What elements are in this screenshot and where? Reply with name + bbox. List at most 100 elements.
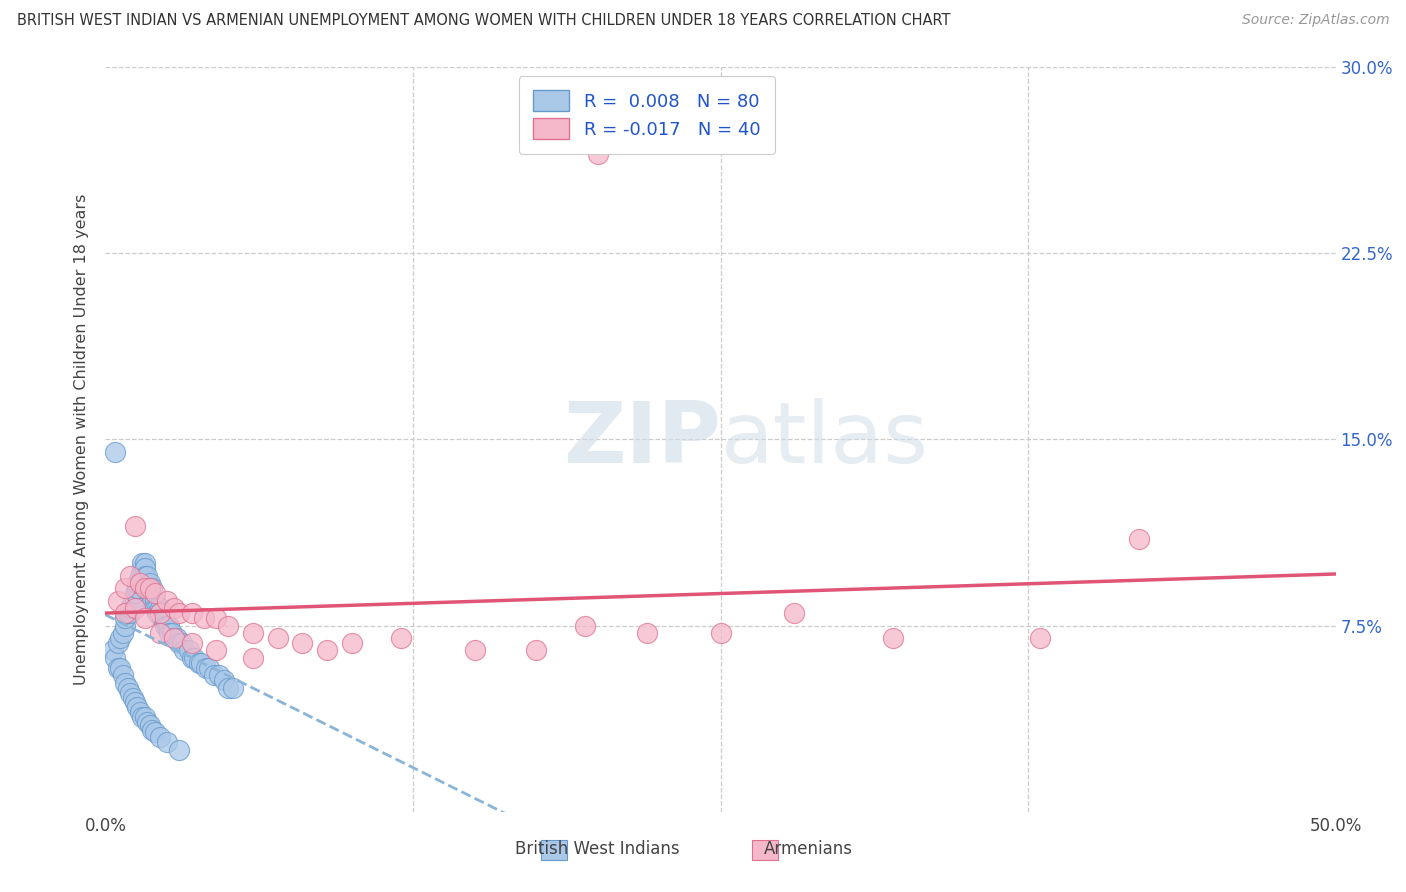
- Point: [131, 569, 153, 583]
- Point: [131, 561, 153, 575]
- Point: [159, 626, 180, 640]
- Point: [882, 631, 904, 645]
- Point: [183, 650, 205, 665]
- Point: [134, 710, 156, 724]
- Point: [104, 650, 127, 665]
- Point: [242, 650, 264, 665]
- Point: [136, 569, 159, 583]
- Point: [574, 618, 596, 632]
- Point: [129, 569, 152, 583]
- Point: [143, 586, 166, 600]
- Point: [131, 557, 153, 571]
- Point: [153, 618, 176, 632]
- Point: [212, 673, 235, 687]
- Point: [136, 582, 159, 596]
- Point: [134, 611, 156, 625]
- Point: [124, 593, 146, 607]
- Point: [138, 718, 162, 732]
- Point: [1029, 631, 1052, 645]
- Point: [340, 636, 363, 650]
- Point: [188, 656, 211, 670]
- Point: [129, 576, 152, 591]
- Point: [143, 593, 166, 607]
- Legend: R =  0.008   N = 80, R = -0.017   N = 40: R = 0.008 N = 80, R = -0.017 N = 40: [519, 76, 775, 153]
- Point: [136, 715, 159, 730]
- Point: [159, 618, 180, 632]
- Point: [114, 611, 136, 625]
- Text: ZIP: ZIP: [562, 398, 721, 481]
- Point: [124, 586, 146, 600]
- Point: [149, 626, 172, 640]
- Point: [146, 606, 169, 620]
- Point: [111, 668, 134, 682]
- Point: [149, 601, 172, 615]
- Point: [636, 626, 658, 640]
- Point: [169, 742, 191, 756]
- Point: [121, 593, 143, 607]
- Point: [464, 643, 486, 657]
- Point: [267, 631, 290, 645]
- Point: [141, 582, 163, 596]
- Point: [141, 723, 163, 737]
- Point: [291, 636, 314, 650]
- Point: [104, 444, 127, 458]
- Point: [110, 661, 132, 675]
- Point: [179, 643, 201, 657]
- Point: [107, 661, 129, 675]
- Point: [205, 611, 228, 625]
- Point: [218, 681, 240, 695]
- Point: [114, 606, 136, 620]
- Point: [193, 611, 215, 625]
- Point: [1128, 532, 1150, 546]
- Point: [127, 582, 149, 596]
- Point: [190, 656, 212, 670]
- Point: [389, 631, 412, 645]
- Point: [143, 601, 166, 615]
- Point: [208, 668, 231, 682]
- Point: [124, 601, 146, 615]
- Point: [101, 643, 124, 657]
- Point: [149, 606, 172, 620]
- Point: [138, 582, 162, 596]
- Point: [149, 730, 172, 744]
- Point: [117, 681, 139, 695]
- Point: [783, 606, 806, 620]
- Point: [173, 643, 195, 657]
- Point: [222, 681, 245, 695]
- Point: [146, 601, 169, 615]
- Point: [180, 606, 202, 620]
- Point: [124, 696, 146, 710]
- Point: [117, 606, 139, 620]
- Point: [138, 586, 162, 600]
- Point: [163, 631, 186, 645]
- Point: [120, 685, 141, 699]
- Point: [129, 576, 152, 591]
- Point: [315, 643, 337, 657]
- Point: [131, 710, 153, 724]
- Point: [110, 631, 132, 645]
- Y-axis label: Unemployment Among Women with Children Under 18 years: Unemployment Among Women with Children U…: [75, 194, 90, 685]
- Point: [170, 636, 193, 650]
- Point: [120, 606, 141, 620]
- Point: [129, 706, 152, 720]
- Text: BRITISH WEST INDIAN VS ARMENIAN UNEMPLOYMENT AMONG WOMEN WITH CHILDREN UNDER 18 : BRITISH WEST INDIAN VS ARMENIAN UNEMPLOY…: [17, 13, 950, 29]
- Point: [242, 626, 264, 640]
- Point: [149, 606, 172, 620]
- Point: [120, 601, 141, 615]
- Point: [202, 668, 225, 682]
- Point: [163, 601, 186, 615]
- Point: [114, 675, 136, 690]
- Point: [127, 576, 149, 591]
- Point: [107, 593, 129, 607]
- Point: [134, 561, 156, 575]
- Point: [156, 593, 179, 607]
- Point: [124, 519, 146, 533]
- Point: [134, 557, 156, 571]
- Point: [197, 661, 221, 675]
- Point: [180, 636, 202, 650]
- Point: [195, 661, 218, 675]
- Point: [121, 690, 143, 705]
- Point: [120, 569, 141, 583]
- Point: [218, 618, 240, 632]
- Point: [205, 643, 228, 657]
